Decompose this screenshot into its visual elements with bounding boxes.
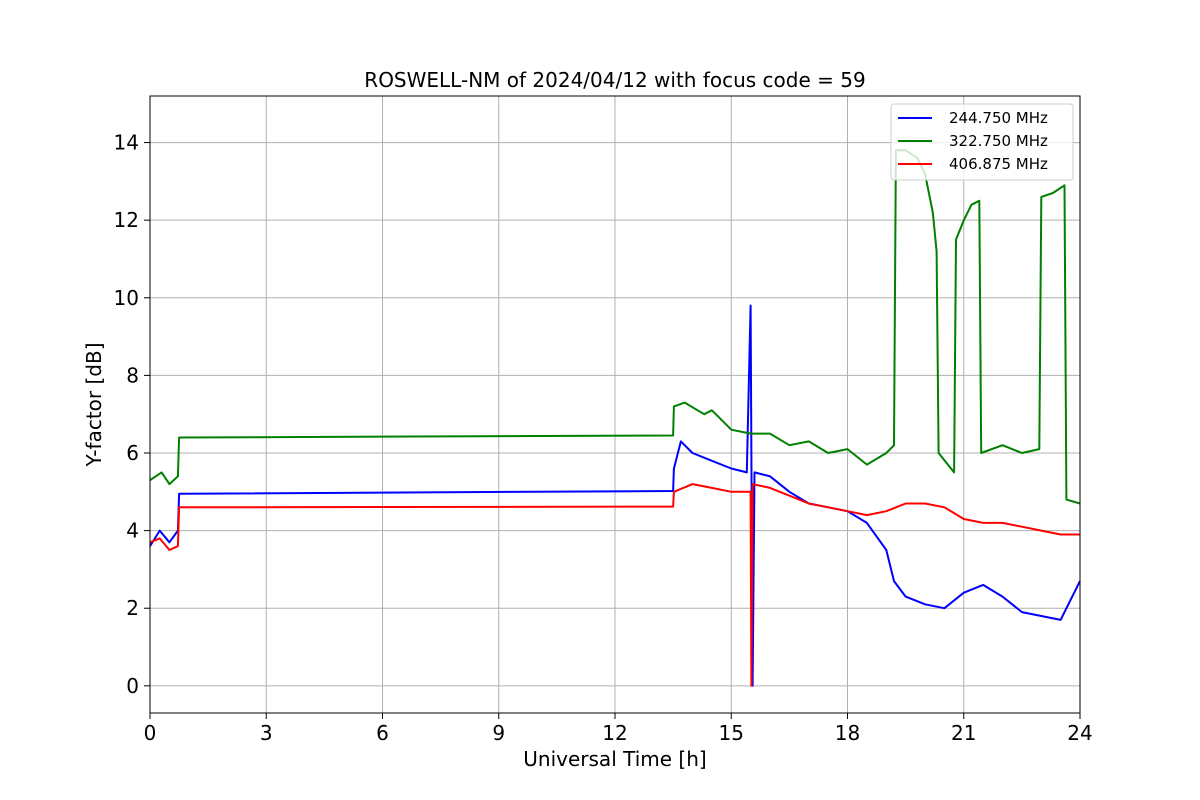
x-tick-label: 12 bbox=[602, 721, 627, 745]
y-tick-label: 6 bbox=[126, 441, 139, 465]
series-line-0 bbox=[149, 304, 1081, 687]
y-tick-label: 8 bbox=[126, 363, 139, 387]
x-axis-label: Universal Time [h] bbox=[523, 747, 706, 771]
y-axis-label: Y-factor [dB] bbox=[82, 342, 106, 467]
series-line-2 bbox=[149, 483, 1080, 687]
legend: 244.750 MHz 322.750 MHz 406.875 MHz bbox=[890, 103, 1074, 181]
x-tick-label: 21 bbox=[951, 721, 976, 745]
x-tick-label: 24 bbox=[1067, 721, 1092, 745]
x-tick-label: 0 bbox=[144, 721, 157, 745]
y-tick-label: 10 bbox=[114, 286, 139, 310]
y-tick-label: 4 bbox=[126, 519, 139, 543]
y-tick-label: 12 bbox=[114, 208, 139, 232]
legend-label-0: 244.750 MHz bbox=[949, 109, 1048, 127]
x-tick-label: 9 bbox=[492, 721, 505, 745]
legend-box bbox=[890, 103, 1074, 181]
x-tick-label: 6 bbox=[376, 721, 389, 745]
chart-title: ROSWELL-NM of 2024/04/12 with focus code… bbox=[364, 68, 865, 92]
legend-label-1: 322.750 MHz bbox=[949, 132, 1048, 150]
x-tick-label: 15 bbox=[719, 721, 744, 745]
legend-label-2: 406.875 MHz bbox=[949, 155, 1048, 173]
y-tick-label: 2 bbox=[126, 596, 139, 620]
x-tick-label: 3 bbox=[260, 721, 273, 745]
y-tick-label: 0 bbox=[126, 674, 139, 698]
x-tick-label: 18 bbox=[835, 721, 860, 745]
y-tick-label: 14 bbox=[114, 131, 139, 155]
